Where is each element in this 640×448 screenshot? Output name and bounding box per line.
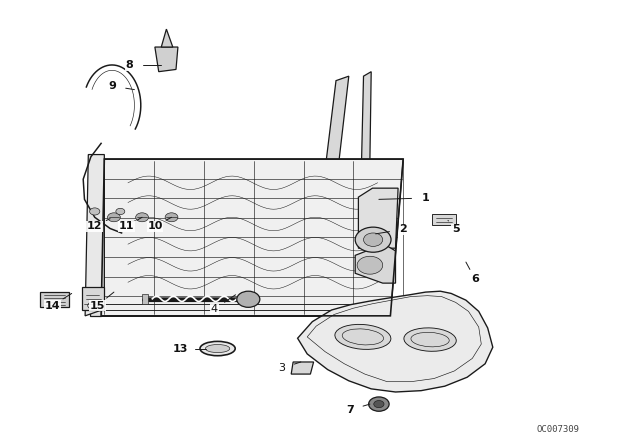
Text: 2: 2: [399, 224, 407, 234]
Circle shape: [108, 213, 120, 222]
Circle shape: [136, 213, 148, 222]
Circle shape: [369, 397, 389, 411]
Ellipse shape: [404, 328, 456, 351]
Polygon shape: [291, 362, 314, 374]
Text: 1: 1: [422, 193, 429, 203]
Text: 10: 10: [147, 221, 163, 231]
Text: 6: 6: [471, 274, 479, 284]
Polygon shape: [298, 291, 493, 392]
Polygon shape: [161, 29, 173, 47]
Polygon shape: [358, 188, 398, 248]
Ellipse shape: [200, 341, 236, 356]
Text: 11: 11: [119, 221, 134, 231]
Circle shape: [357, 256, 383, 274]
Circle shape: [374, 401, 384, 408]
Polygon shape: [362, 72, 371, 159]
Text: 7: 7: [346, 405, 354, 415]
Polygon shape: [85, 155, 104, 316]
Polygon shape: [142, 294, 148, 304]
Text: 14: 14: [45, 301, 60, 310]
Polygon shape: [101, 159, 403, 316]
Polygon shape: [82, 287, 104, 310]
Text: 15: 15: [90, 301, 105, 310]
Polygon shape: [155, 47, 178, 72]
Polygon shape: [40, 292, 69, 307]
Text: 5: 5: [452, 224, 460, 234]
Text: 9: 9: [108, 81, 116, 91]
Circle shape: [116, 208, 125, 215]
Polygon shape: [355, 244, 396, 283]
Text: 4: 4: [211, 304, 218, 314]
Text: 13: 13: [173, 344, 188, 353]
Bar: [432, 214, 456, 225]
Ellipse shape: [335, 324, 391, 349]
Circle shape: [165, 213, 178, 222]
Polygon shape: [326, 76, 349, 159]
Circle shape: [237, 291, 260, 307]
Text: 3: 3: [278, 363, 285, 373]
Circle shape: [90, 208, 100, 215]
Ellipse shape: [205, 345, 230, 353]
Text: OC007309: OC007309: [536, 425, 580, 434]
Circle shape: [355, 227, 391, 252]
Polygon shape: [90, 159, 101, 316]
Text: 12: 12: [87, 221, 102, 231]
Text: 8: 8: [125, 60, 133, 70]
Circle shape: [364, 233, 383, 246]
